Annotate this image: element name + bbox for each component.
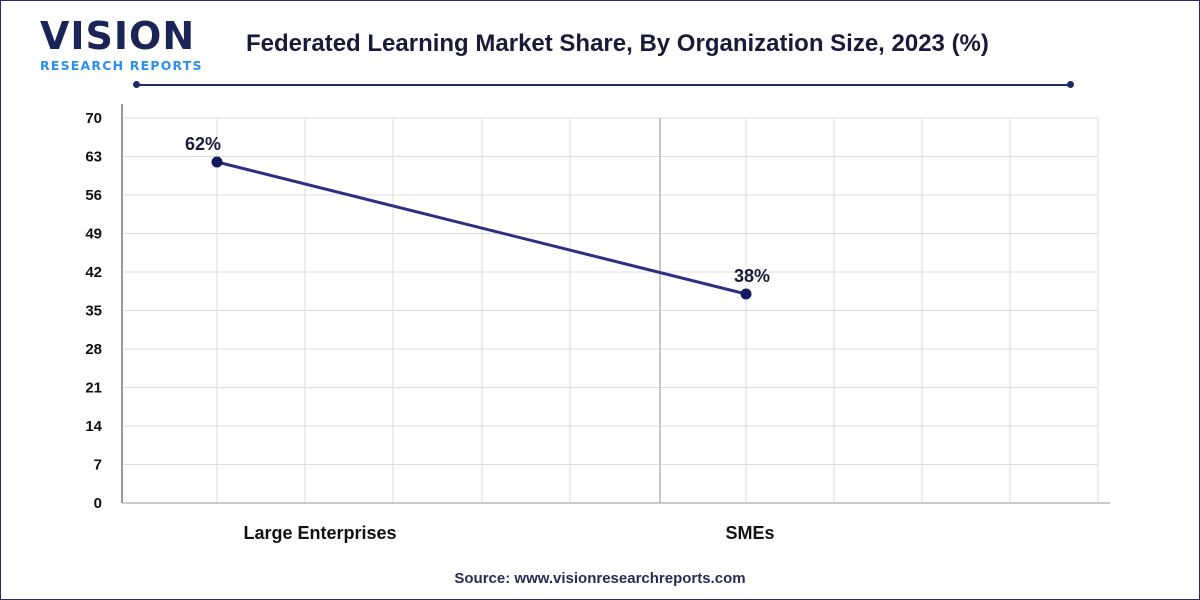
divider-dot-left [133, 81, 140, 88]
data-point [740, 288, 752, 300]
divider-dot-right [1067, 81, 1074, 88]
y-tick-label: 49 [85, 226, 102, 243]
series-line [216, 160, 747, 296]
chart-title: Federated Learning Market Share, By Orga… [246, 30, 989, 57]
y-tick-label: 56 [85, 187, 102, 204]
data-label: 62% [185, 134, 221, 154]
title-divider [136, 84, 1071, 86]
data-label: 38% [734, 266, 770, 286]
logo-sub: RESEARCH REPORTS [40, 58, 203, 73]
y-tick-label: 21 [85, 380, 102, 397]
data-point [211, 156, 223, 168]
y-tick-label: 7 [94, 457, 102, 474]
y-tick-label: 28 [85, 341, 102, 358]
x-category-label: SMEs [725, 523, 774, 543]
y-tick-label: 0 [94, 495, 102, 512]
y-tick-label: 70 [85, 110, 102, 127]
x-category-label: Large Enterprises [243, 523, 396, 543]
y-tick-label: 63 [85, 149, 102, 166]
logo: VISION RESEARCH REPORTS [40, 16, 203, 73]
logo-main: VISION [40, 14, 196, 58]
source-note: Source: www.visionresearchreports.com [454, 570, 746, 587]
y-tick-label: 42 [85, 264, 102, 281]
y-tick-label: 14 [85, 418, 102, 435]
y-tick-label: 35 [85, 303, 102, 320]
